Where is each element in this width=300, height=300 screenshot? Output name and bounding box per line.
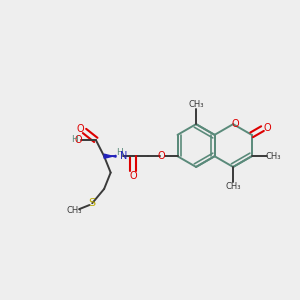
Text: O: O [158,151,166,161]
Text: CH₃: CH₃ [226,182,241,191]
Text: O: O [232,118,239,128]
Text: CH₃: CH₃ [188,100,204,109]
Text: H: H [116,148,123,157]
Text: O: O [264,123,271,133]
Text: O: O [129,171,137,181]
Text: S: S [89,198,96,208]
Text: O: O [76,124,84,134]
Polygon shape [104,154,116,158]
Text: O: O [74,135,82,145]
Text: H: H [71,135,77,144]
Text: CH₃: CH₃ [265,152,281,161]
Text: N: N [121,151,128,161]
Text: CH₃: CH₃ [66,206,82,215]
